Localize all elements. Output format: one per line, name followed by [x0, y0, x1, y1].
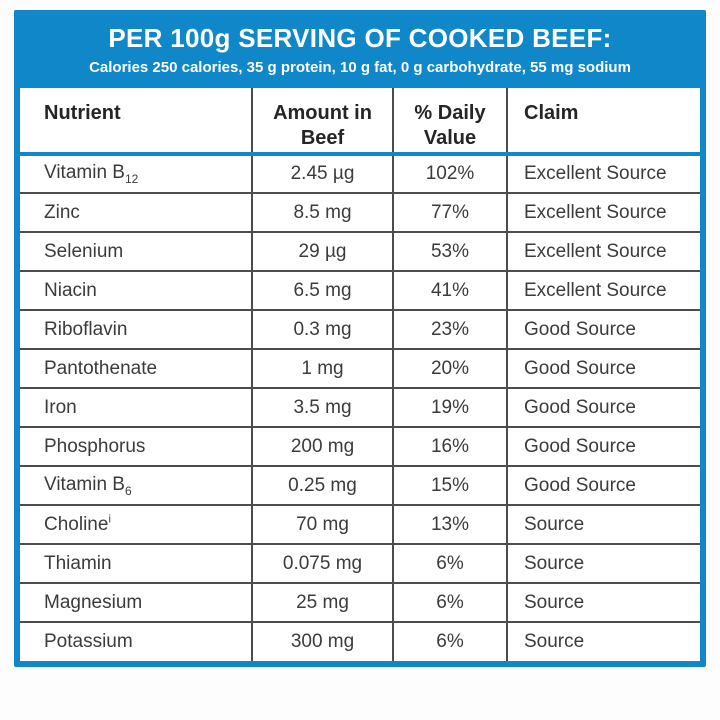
daily-value-cell: 15%: [392, 465, 507, 505]
nutrient-name: Niacin: [44, 279, 97, 301]
nutrient-cell: Magnesium: [20, 582, 252, 622]
amount-cell: 70 mg: [251, 504, 393, 544]
table-row: Thiamin 0.075 mg 6% Source: [20, 543, 700, 583]
nutrient-cell: Phosphorus: [20, 426, 252, 466]
header-amount-in-beef: Amount in Beef: [251, 88, 393, 156]
header-daily-value: % Daily Value: [392, 88, 507, 156]
amount-cell: 29 µg: [251, 231, 393, 271]
nutrient-cell: Iron: [20, 387, 252, 427]
amount-cell: 6.5 mg: [251, 270, 393, 310]
nutrient-name: Thiamin: [44, 552, 112, 574]
amount-cell: 1 mg: [251, 348, 393, 388]
table-row: Riboflavin 0.3 mg 23% Good Source: [20, 309, 700, 349]
claim-cell: Excellent Source: [506, 231, 700, 271]
claim-cell: Good Source: [506, 348, 700, 388]
nutrient-name: Magnesium: [44, 591, 143, 613]
table-row: Selenium 29 µg 53% Excellent Source: [20, 231, 700, 271]
nutrient-name: Vitamin B12: [44, 162, 139, 186]
daily-value-cell: 102%: [392, 154, 507, 193]
table-body: Vitamin B12 2.45 µg 102% Excellent Sourc…: [20, 154, 700, 661]
claim-cell: Good Source: [506, 309, 700, 349]
banner-title: PER 100g SERVING OF COOKED BEEF:: [108, 22, 612, 53]
nutrient-name: Phosphorus: [44, 435, 146, 457]
nutrient-name: Cholinei: [44, 513, 111, 535]
header-claim: Claim: [506, 88, 700, 156]
claim-cell: Good Source: [506, 426, 700, 466]
nutrient-name: Vitamin B6: [44, 473, 132, 498]
nutrient-cell: Vitamin B12: [20, 154, 252, 193]
claim-cell: Excellent Source: [506, 270, 700, 310]
nutrient-cell: Vitamin B6: [20, 465, 252, 505]
nutrient-cell: Riboflavin: [20, 309, 252, 349]
daily-value-cell: 6%: [392, 543, 507, 583]
daily-value-cell: 16%: [392, 426, 507, 466]
claim-cell: Good Source: [506, 387, 700, 427]
amount-cell: 2.45 µg: [251, 154, 393, 193]
amount-cell: 8.5 mg: [251, 192, 393, 232]
claim-cell: Excellent Source: [506, 192, 700, 232]
nutrient-name: Zinc: [44, 201, 80, 223]
daily-value-cell: 20%: [392, 348, 507, 388]
table-header: Nutrient Amount in Beef % Daily Value Cl…: [20, 88, 700, 156]
table-row: Zinc 8.5 mg 77% Excellent Source: [20, 192, 700, 232]
amount-cell: 0.3 mg: [251, 309, 393, 349]
amount-cell: 25 mg: [251, 582, 393, 622]
daily-value-cell: 6%: [392, 621, 507, 661]
nutrient-cell: Cholinei: [20, 504, 252, 544]
table-row: Potassium 300 mg 6% Source: [20, 621, 700, 661]
nutrient-name: Riboflavin: [44, 318, 128, 340]
nutrient-name: Iron: [44, 396, 77, 418]
daily-value-cell: 6%: [392, 582, 507, 622]
daily-value-cell: 53%: [392, 231, 507, 271]
table-row: Iron 3.5 mg 19% Good Source: [20, 387, 700, 427]
table-row: Vitamin B12 2.45 µg 102% Excellent Sourc…: [20, 154, 700, 193]
nutrition-panel: PER 100g SERVING OF COOKED BEEF: Calorie…: [14, 10, 706, 667]
claim-cell: Source: [506, 621, 700, 661]
nutrient-name: Pantothenate: [44, 357, 158, 379]
daily-value-cell: 77%: [392, 192, 507, 232]
table-row: Magnesium 25 mg 6% Source: [20, 582, 700, 622]
amount-cell: 300 mg: [251, 621, 393, 661]
daily-value-cell: 13%: [392, 504, 507, 544]
nutrient-cell: Potassium: [20, 621, 252, 661]
nutrient-name: Selenium: [44, 240, 124, 262]
nutrient-cell: Selenium: [20, 231, 252, 271]
amount-cell: 0.25 mg: [251, 465, 393, 505]
table-row: Cholinei 70 mg 13% Source: [20, 504, 700, 544]
nutrient-cell: Thiamin: [20, 543, 252, 583]
daily-value-cell: 41%: [392, 270, 507, 310]
claim-cell: Excellent Source: [506, 154, 700, 193]
table-row: Vitamin B6 0.25 mg 15% Good Source: [20, 465, 700, 505]
amount-cell: 3.5 mg: [251, 387, 393, 427]
nutrient-name: Potassium: [44, 631, 133, 652]
claim-cell: Source: [506, 543, 700, 583]
nutrient-cell: Zinc: [20, 192, 252, 232]
claim-cell: Source: [506, 582, 700, 622]
table-row: Phosphorus 200 mg 16% Good Source: [20, 426, 700, 466]
table-row: Pantothenate 1 mg 20% Good Source: [20, 348, 700, 388]
daily-value-cell: 23%: [392, 309, 507, 349]
banner: PER 100g SERVING OF COOKED BEEF: Calorie…: [20, 10, 700, 88]
daily-value-cell: 19%: [392, 387, 507, 427]
amount-cell: 0.075 mg: [251, 543, 393, 583]
nutrient-table: Nutrient Amount in Beef % Daily Value Cl…: [20, 88, 700, 661]
nutrient-cell: Pantothenate: [20, 348, 252, 388]
header-nutrient: Nutrient: [20, 88, 252, 156]
table-row: Niacin 6.5 mg 41% Excellent Source: [20, 270, 700, 310]
amount-cell: 200 mg: [251, 426, 393, 466]
banner-subtitle: Calories 250 calories, 35 g protein, 10 …: [89, 58, 631, 76]
nutrient-cell: Niacin: [20, 270, 252, 310]
claim-cell: Good Source: [506, 465, 700, 505]
claim-cell: Source: [506, 504, 700, 544]
header-row: Nutrient Amount in Beef % Daily Value Cl…: [20, 88, 700, 156]
